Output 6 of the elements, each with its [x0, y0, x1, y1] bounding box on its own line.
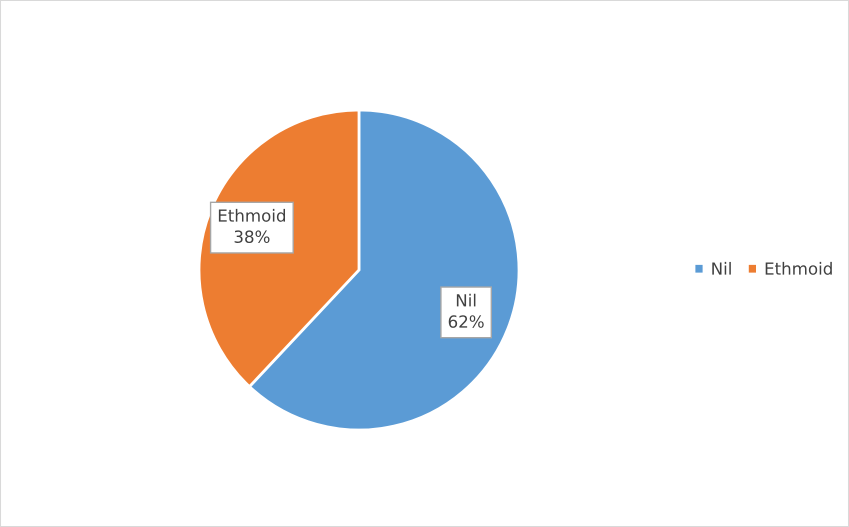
slice-label: Ethmoid [218, 208, 286, 222]
legend-label: Ethmoid [766, 262, 832, 275]
slice-label: Nil [456, 294, 476, 306]
legend-label: Nil [712, 262, 731, 275]
data-label: 38% [234, 230, 270, 244]
data-label: 62% [448, 315, 484, 328]
